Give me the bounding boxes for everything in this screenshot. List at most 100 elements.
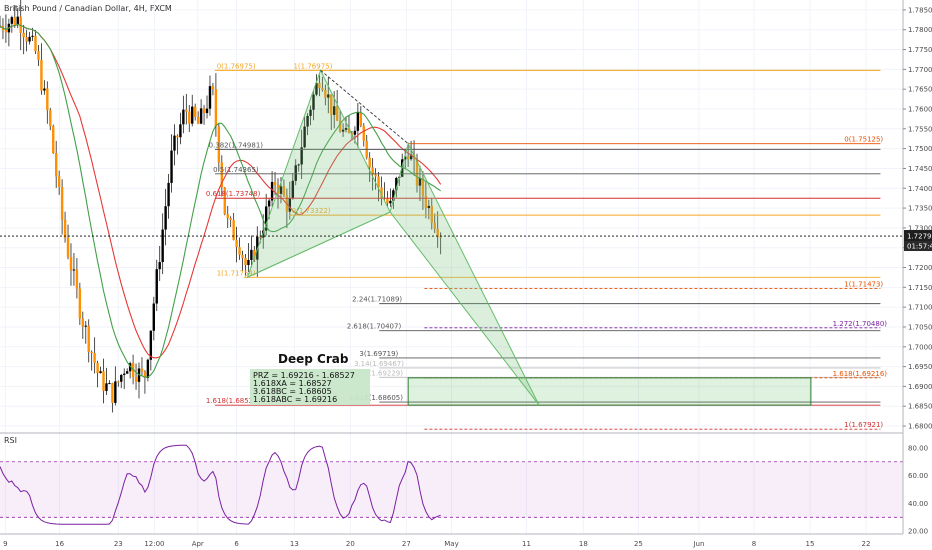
candle-body[interactable]: [49, 110, 52, 127]
candle-body[interactable]: [253, 249, 256, 260]
candle-body[interactable]: [312, 94, 315, 110]
candle-body[interactable]: [63, 219, 67, 238]
candle-body[interactable]: [191, 106, 194, 124]
candle-body[interactable]: [22, 32, 25, 38]
candle-body[interactable]: [128, 363, 132, 372]
candle-body[interactable]: [238, 247, 241, 255]
candle-body[interactable]: [10, 17, 14, 24]
rsi-line[interactable]: [0, 444, 441, 525]
candle-body[interactable]: [125, 371, 129, 374]
candle-body[interactable]: [170, 150, 173, 183]
candle-body[interactable]: [13, 17, 16, 26]
candle-body[interactable]: [359, 112, 363, 126]
candle-body[interactable]: [57, 176, 61, 188]
candle-body[interactable]: [161, 229, 164, 263]
candle-body[interactable]: [81, 318, 85, 327]
candle-body[interactable]: [270, 181, 274, 201]
candle-body[interactable]: [75, 269, 79, 289]
candle-body[interactable]: [371, 167, 374, 175]
candle-body[interactable]: [232, 219, 235, 240]
candle-body[interactable]: [217, 126, 221, 163]
candle-body[interactable]: [436, 228, 439, 237]
candle-body[interactable]: [214, 89, 218, 127]
candle-body[interactable]: [60, 187, 64, 220]
candle-body[interactable]: [294, 165, 297, 181]
candle-body[interactable]: [250, 249, 253, 261]
candle-body[interactable]: [46, 88, 49, 111]
candle-body[interactable]: [117, 381, 120, 383]
candle-body[interactable]: [205, 108, 209, 114]
candle-body[interactable]: [368, 157, 371, 168]
candle-body[interactable]: [223, 187, 226, 215]
candle-body[interactable]: [300, 147, 303, 165]
candle-body[interactable]: [211, 86, 215, 90]
candle-body[interactable]: [282, 186, 286, 196]
candle-body[interactable]: [96, 362, 99, 374]
candle-body[interactable]: [374, 174, 377, 177]
candle-body[interactable]: [229, 218, 232, 220]
candle-body[interactable]: [306, 115, 309, 127]
candle-body[interactable]: [120, 374, 123, 382]
pattern-bcd[interactable]: [389, 142, 540, 406]
candle-body[interactable]: [235, 239, 238, 248]
candle-body[interactable]: [389, 200, 392, 204]
candle-body[interactable]: [16, 16, 19, 26]
candle-body[interactable]: [43, 88, 46, 91]
candle-body[interactable]: [403, 156, 407, 160]
candle-body[interactable]: [338, 120, 342, 132]
candle-body[interactable]: [164, 206, 167, 230]
candle-body[interactable]: [380, 187, 383, 198]
candle-body[interactable]: [185, 109, 188, 112]
candle-body[interactable]: [34, 35, 37, 52]
candle-body[interactable]: [196, 116, 200, 124]
candle-body[interactable]: [105, 383, 108, 391]
candle-body[interactable]: [19, 16, 22, 33]
prz-box[interactable]: [407, 377, 812, 406]
candle-body[interactable]: [140, 368, 144, 372]
candle-body[interactable]: [93, 352, 96, 363]
candle-body[interactable]: [182, 109, 185, 125]
candle-body[interactable]: [179, 124, 182, 138]
candle-body[interactable]: [303, 126, 306, 148]
candle-body[interactable]: [330, 94, 333, 115]
candle-body[interactable]: [152, 303, 155, 331]
candle-body[interactable]: [418, 178, 422, 186]
candle-body[interactable]: [99, 371, 102, 374]
candle-body[interactable]: [259, 236, 262, 238]
candle-body[interactable]: [123, 373, 126, 375]
rsi-pane[interactable]: [0, 444, 903, 525]
candle-body[interactable]: [66, 237, 70, 257]
candle-body[interactable]: [188, 111, 191, 124]
candle-body[interactable]: [406, 156, 410, 160]
candle-body[interactable]: [335, 106, 339, 121]
candle-body[interactable]: [54, 153, 58, 177]
candle-body[interactable]: [409, 154, 413, 160]
candle-body[interactable]: [324, 89, 327, 98]
candle-body[interactable]: [362, 125, 365, 141]
candle-body[interactable]: [193, 106, 197, 117]
candle-body[interactable]: [143, 371, 147, 378]
candle-body[interactable]: [395, 177, 398, 191]
candle-body[interactable]: [267, 200, 271, 207]
candle-body[interactable]: [199, 108, 203, 124]
candle-body[interactable]: [241, 254, 244, 259]
candle-body[interactable]: [25, 37, 28, 42]
candle-body[interactable]: [131, 363, 135, 378]
candle-body[interactable]: [102, 371, 105, 391]
candle-body[interactable]: [40, 59, 43, 91]
candle-body[interactable]: [208, 86, 212, 109]
candle-body[interactable]: [291, 180, 294, 199]
candle-body[interactable]: [309, 109, 312, 116]
candle-body[interactable]: [327, 94, 330, 98]
candle-body[interactable]: [90, 352, 93, 354]
candle-body[interactable]: [244, 258, 247, 265]
candle-body[interactable]: [4, 30, 8, 33]
candle-body[interactable]: [247, 260, 250, 265]
price-pane[interactable]: 0(1.76975) 1(1.76975) 0.382(1.74981) 0.5(1.…: [0, 0, 903, 430]
candle-body[interactable]: [386, 198, 389, 204]
candle-body[interactable]: [288, 198, 292, 212]
candle-body[interactable]: [439, 236, 442, 238]
candle-body[interactable]: [220, 162, 224, 188]
candle-body[interactable]: [433, 222, 436, 229]
candle-body[interactable]: [176, 135, 179, 138]
